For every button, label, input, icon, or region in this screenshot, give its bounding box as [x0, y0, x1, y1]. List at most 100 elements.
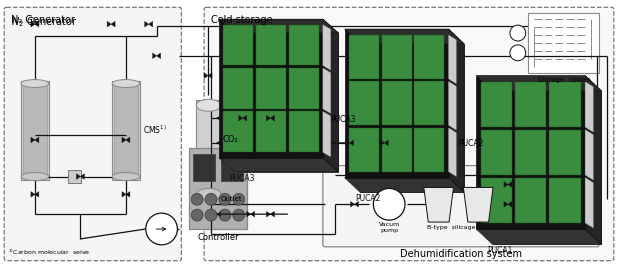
Polygon shape — [508, 202, 512, 207]
Bar — [189, 148, 247, 229]
Bar — [481, 130, 512, 175]
Polygon shape — [585, 178, 593, 228]
Bar — [349, 81, 379, 125]
Polygon shape — [266, 211, 270, 217]
Polygon shape — [384, 140, 388, 146]
Polygon shape — [76, 174, 80, 179]
Polygon shape — [476, 76, 602, 91]
Bar — [528, 13, 599, 73]
Polygon shape — [323, 19, 338, 172]
Polygon shape — [424, 187, 453, 222]
Circle shape — [205, 193, 217, 205]
Ellipse shape — [21, 172, 49, 180]
Bar — [23, 85, 47, 175]
Polygon shape — [448, 29, 464, 193]
Bar — [381, 128, 412, 172]
Bar — [549, 178, 581, 223]
Text: Vacum
pump: Vacum pump — [379, 222, 400, 233]
Polygon shape — [463, 187, 493, 222]
Bar — [381, 81, 412, 125]
Text: Storage  cooler: Storage cooler — [537, 77, 590, 83]
Ellipse shape — [112, 80, 140, 88]
Polygon shape — [80, 174, 84, 179]
Polygon shape — [235, 33, 338, 172]
Circle shape — [233, 193, 245, 205]
Circle shape — [219, 193, 231, 205]
Circle shape — [373, 189, 405, 220]
Polygon shape — [270, 211, 274, 217]
Polygon shape — [492, 91, 602, 244]
Text: CMS$^{1)}$: CMS$^{1)}$ — [143, 124, 166, 136]
Polygon shape — [448, 81, 456, 130]
Circle shape — [510, 45, 526, 61]
Bar — [289, 68, 319, 109]
Polygon shape — [504, 202, 508, 207]
Text: $^{1)}$Carbon molecular  seive: $^{1)}$Carbon molecular seive — [8, 248, 91, 257]
Polygon shape — [122, 192, 126, 197]
Polygon shape — [585, 130, 593, 180]
Bar — [381, 35, 412, 79]
Polygon shape — [323, 111, 330, 157]
Polygon shape — [360, 44, 464, 193]
Circle shape — [219, 209, 231, 221]
Polygon shape — [355, 202, 358, 207]
Circle shape — [510, 25, 526, 41]
Polygon shape — [504, 182, 508, 187]
Polygon shape — [270, 115, 274, 121]
Polygon shape — [238, 115, 243, 121]
Bar — [414, 35, 445, 79]
Bar — [549, 82, 581, 127]
Bar — [221, 154, 243, 182]
Polygon shape — [476, 229, 602, 244]
Polygon shape — [111, 21, 115, 27]
Text: Dehumidification system: Dehumidification system — [400, 249, 522, 259]
Bar — [256, 111, 286, 152]
Polygon shape — [35, 21, 39, 27]
Polygon shape — [35, 192, 39, 197]
Polygon shape — [208, 73, 212, 78]
Circle shape — [146, 213, 178, 245]
Text: PUCA3: PUCA3 — [330, 115, 355, 124]
Bar — [256, 25, 286, 65]
Polygon shape — [251, 211, 255, 217]
Text: N₂ Generator: N₂ Generator — [11, 15, 75, 25]
Polygon shape — [345, 178, 464, 193]
Ellipse shape — [196, 99, 221, 111]
Polygon shape — [585, 76, 602, 244]
Polygon shape — [107, 21, 111, 27]
Bar — [549, 130, 581, 175]
Ellipse shape — [112, 172, 140, 180]
Bar — [515, 82, 546, 127]
Polygon shape — [448, 128, 456, 176]
Polygon shape — [31, 21, 35, 27]
Bar — [223, 68, 253, 109]
Text: $N_2$ Generator: $N_2$ Generator — [11, 15, 78, 29]
Text: Controller: Controller — [197, 233, 239, 242]
Bar — [112, 81, 140, 179]
Polygon shape — [243, 115, 247, 121]
Circle shape — [191, 193, 203, 205]
Circle shape — [205, 209, 217, 221]
Bar — [414, 81, 445, 125]
Bar — [289, 25, 319, 65]
FancyBboxPatch shape — [204, 7, 614, 261]
Text: B-type  silicagel: B-type silicagel — [427, 225, 477, 230]
Text: Cold storage: Cold storage — [211, 15, 273, 25]
Polygon shape — [153, 53, 156, 58]
Polygon shape — [323, 25, 330, 70]
Polygon shape — [126, 137, 130, 143]
Polygon shape — [266, 115, 270, 121]
Polygon shape — [145, 21, 148, 27]
Polygon shape — [31, 192, 35, 197]
Polygon shape — [219, 19, 323, 158]
Text: PUCA3: PUCA3 — [229, 174, 255, 183]
Bar — [68, 170, 81, 183]
Polygon shape — [346, 140, 350, 146]
Polygon shape — [345, 29, 448, 178]
Polygon shape — [508, 182, 512, 187]
Polygon shape — [476, 76, 585, 229]
Polygon shape — [204, 73, 208, 78]
Polygon shape — [585, 82, 593, 132]
Polygon shape — [31, 137, 35, 143]
Polygon shape — [323, 68, 330, 113]
